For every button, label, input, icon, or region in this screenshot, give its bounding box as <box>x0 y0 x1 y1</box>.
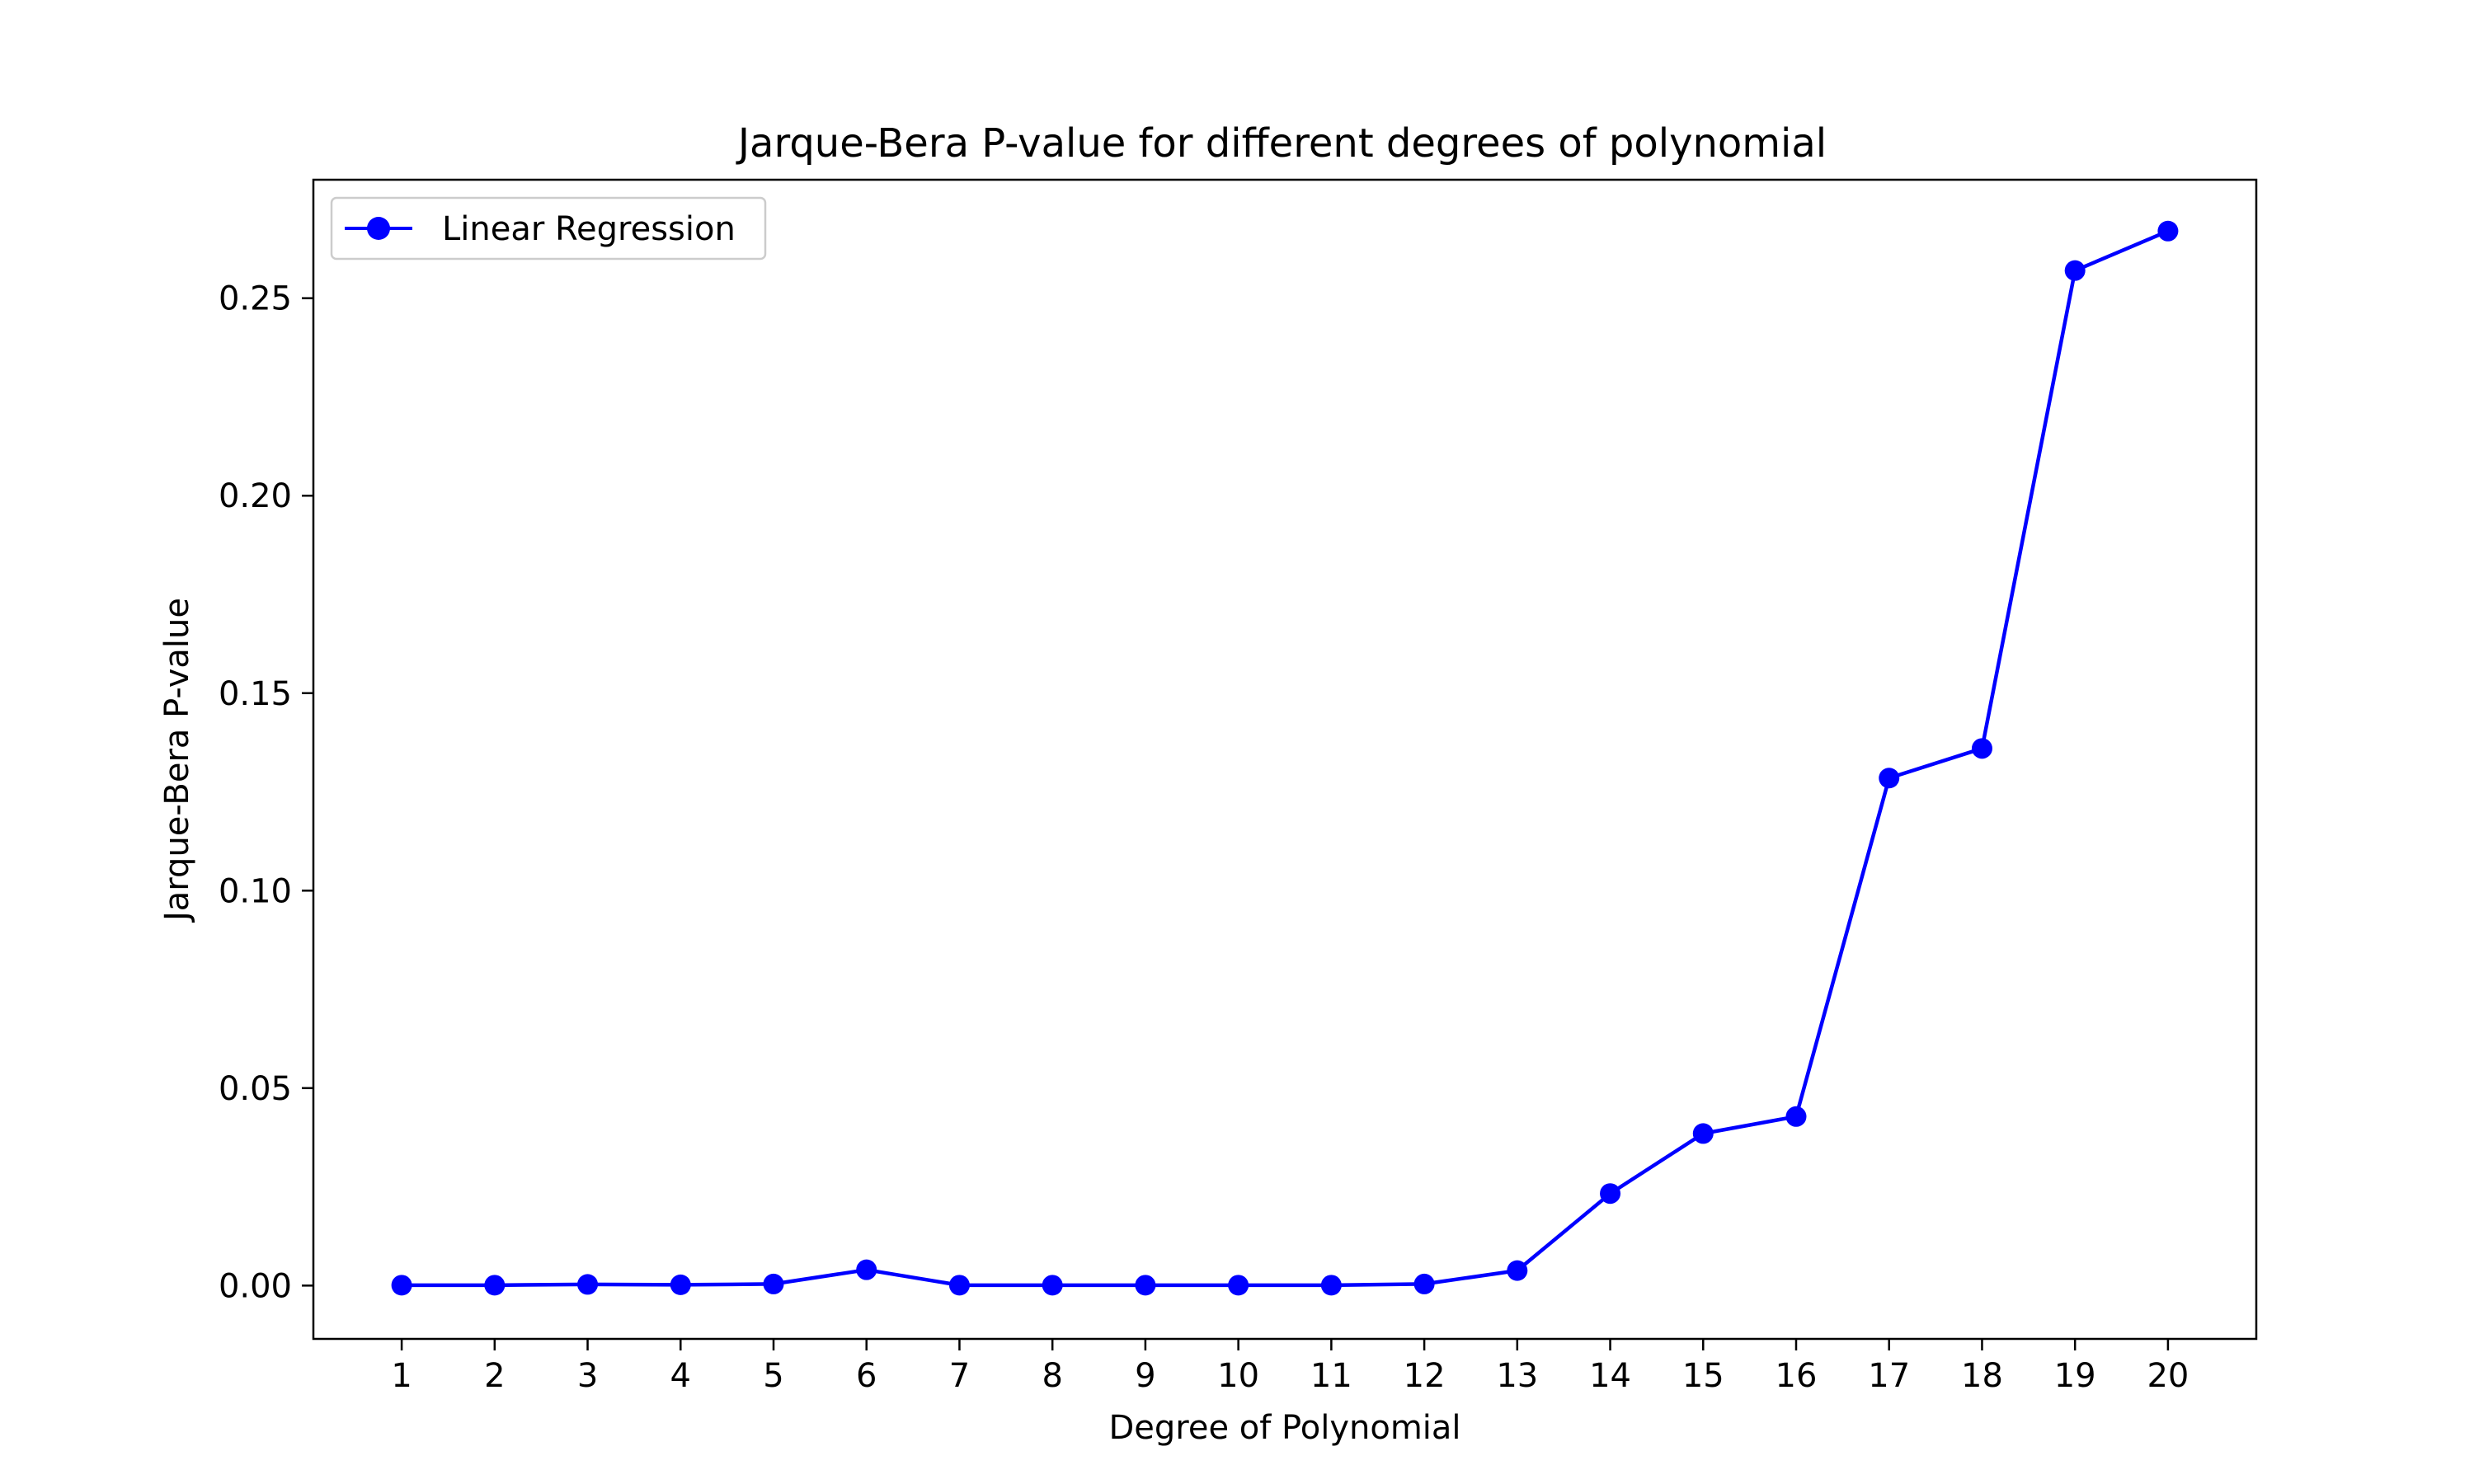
data-point <box>2157 220 2179 242</box>
x-tick-label: 1 <box>391 1357 412 1395</box>
x-tick-label: 11 <box>1310 1357 1352 1395</box>
data-point <box>1135 1275 1156 1296</box>
y-tick-label: 0.00 <box>219 1267 292 1305</box>
data-point <box>1600 1183 1621 1205</box>
x-tick-label: 17 <box>1868 1357 1910 1395</box>
x-tick-label: 9 <box>1135 1357 1155 1395</box>
y-tick-label: 0.25 <box>219 280 292 318</box>
x-tick-label: 15 <box>1682 1357 1724 1395</box>
data-point <box>1320 1275 1342 1296</box>
data-point <box>670 1274 691 1295</box>
y-tick-label: 0.05 <box>219 1070 292 1108</box>
x-tick-label: 7 <box>949 1357 970 1395</box>
series-line-linear-regression <box>399 229 2171 1288</box>
x-axis-label: Degree of Polynomial <box>1108 1409 1460 1447</box>
legend: Linear Regression <box>330 196 767 261</box>
data-point <box>763 1273 784 1294</box>
chart-title: Jarque-Bera P-value for different degree… <box>736 120 1827 167</box>
data-point <box>856 1259 877 1280</box>
data-point <box>1692 1123 1714 1144</box>
x-tick-label: 4 <box>670 1357 691 1395</box>
legend-label-linear-regression: Linear Regression <box>442 210 736 248</box>
x-tick-label: 6 <box>856 1357 877 1395</box>
x-tick-label: 12 <box>1404 1357 1446 1395</box>
x-tick-label: 8 <box>1042 1357 1062 1395</box>
legend-box <box>330 196 767 261</box>
x-tick-label: 5 <box>763 1357 783 1395</box>
x-tick-label: 16 <box>1776 1357 1818 1395</box>
data-point <box>948 1275 970 1296</box>
legend-marker-linear-regression <box>367 217 390 240</box>
data-point <box>1971 738 1992 759</box>
data-point <box>484 1275 506 1296</box>
data-point <box>1042 1275 1063 1296</box>
x-tick-label: 18 <box>1961 1357 2003 1395</box>
data-point <box>391 1275 412 1296</box>
data-point <box>2064 260 2086 281</box>
x-tick-label: 14 <box>1589 1357 1631 1395</box>
y-tick-label: 0.20 <box>219 477 292 515</box>
x-tick-label: 20 <box>2147 1357 2189 1395</box>
y-tick-label: 0.10 <box>219 872 292 910</box>
data-point <box>1228 1275 1249 1296</box>
y-tick-label: 0.15 <box>219 675 292 713</box>
data-point <box>1507 1260 1528 1281</box>
x-tick-label: 3 <box>577 1357 598 1395</box>
data-point <box>1413 1273 1435 1294</box>
data-point <box>1879 768 1900 789</box>
x-tick-label: 19 <box>2054 1357 2096 1395</box>
x-tick-label: 10 <box>1217 1357 1259 1395</box>
axes-frame <box>312 178 2258 1341</box>
series-layer <box>391 220 2179 1296</box>
x-tick-label: 2 <box>484 1357 505 1395</box>
data-point <box>1785 1106 1807 1127</box>
y-axis-label: Jarque-Bera P-value <box>158 598 196 923</box>
x-axis-ticks: 1 2 3 4 5 6 7 8 9 10 11 12 13 14 15 16 17 18 19 20 <box>391 1339 2189 1395</box>
y-axis-ticks: 0.00 0.05 0.10 0.15 0.20 0.25 <box>219 280 313 1305</box>
plot-area <box>312 178 2258 1341</box>
x-tick-label: 13 <box>1496 1357 1538 1395</box>
data-point <box>577 1274 599 1295</box>
